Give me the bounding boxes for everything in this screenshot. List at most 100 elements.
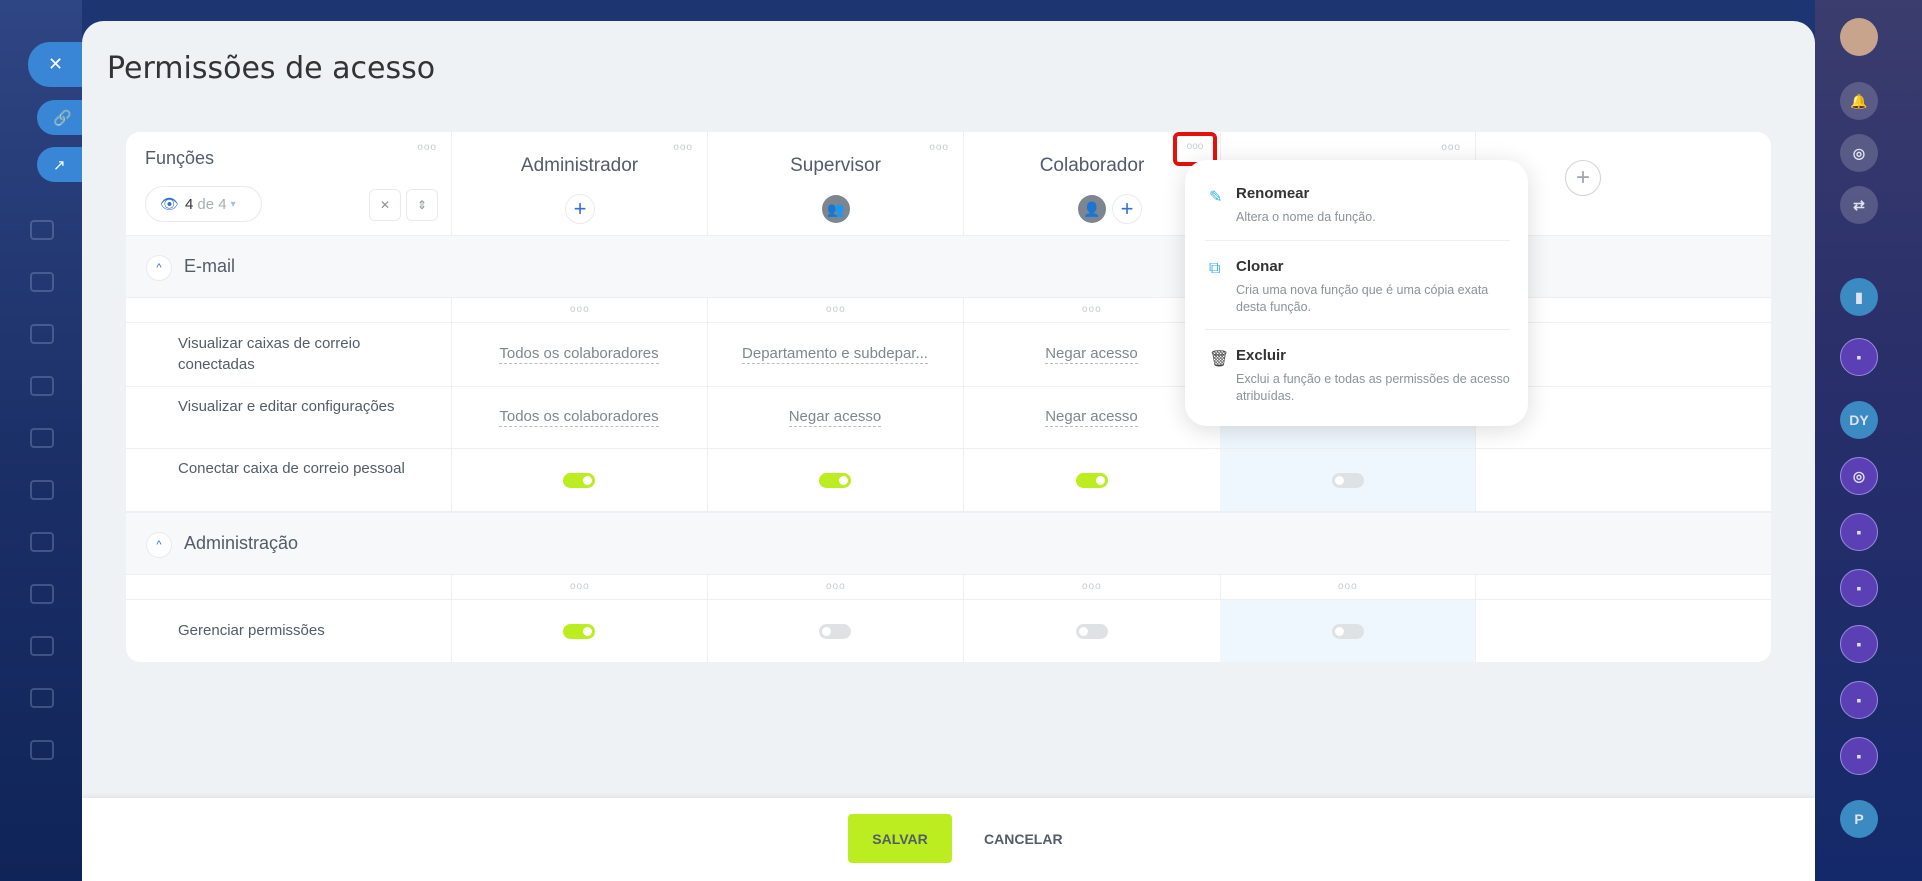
- footer-bar: SALVAR CANCELAR: [82, 798, 1815, 881]
- contact-icon[interactable]: ▪: [1840, 625, 1878, 663]
- role-context-menu: ✎ Renomear Altera o nome da função. ⧉ Cl…: [1185, 160, 1528, 426]
- contact-icon[interactable]: ▪: [1840, 338, 1878, 376]
- role-column-administrador: Administrador ooo +: [451, 132, 707, 662]
- role-column-supervisor: Supervisor ooo 👥: [707, 132, 963, 662]
- menu-item-description: Cria uma nova função que é uma cópia exa…: [1236, 283, 1489, 314]
- chat-icon[interactable]: [30, 220, 54, 240]
- more-icon[interactable]: ooo: [673, 142, 693, 153]
- pencil-icon: ✎: [1209, 189, 1223, 206]
- menu-item-title: Renomear: [1236, 185, 1310, 202]
- more-icon[interactable]: ooo: [1338, 581, 1358, 592]
- page-title: Permissões de acesso: [107, 51, 436, 86]
- visible-count: 4: [185, 195, 194, 213]
- role-column-colaborador: Colaborador 👤 +: [963, 132, 1220, 662]
- permission-value[interactable]: Todos os colaboradores: [499, 345, 659, 364]
- groups-icon[interactable]: [30, 480, 54, 500]
- roles-column: Funções ooo 👁 4 de 4 ▾ ✕ ⇕: [126, 132, 451, 662]
- document-icon[interactable]: [30, 272, 54, 292]
- chevron-up-icon[interactable]: ^: [146, 255, 172, 281]
- permission-label: Conectar caixa de correio pessoal: [178, 460, 405, 477]
- contact-icon[interactable]: ▪: [1840, 737, 1878, 775]
- section-label: E-mail: [184, 256, 236, 276]
- crm-icon[interactable]: [30, 636, 54, 656]
- access-permissions-slider: Permissões de acesso Funções ooo 👁 4 de …: [82, 21, 1815, 881]
- section-label: Administração: [184, 533, 299, 553]
- permission-toggle[interactable]: [563, 472, 595, 488]
- divider: [1205, 240, 1510, 241]
- more-icon[interactable]: ooo: [826, 304, 846, 315]
- meeting-icon[interactable]: [30, 532, 54, 552]
- contact-icon[interactable]: ▪: [1840, 569, 1878, 607]
- copilot-chat-icon[interactable]: ◎: [1840, 457, 1878, 495]
- menu-item-title: Excluir: [1236, 347, 1287, 364]
- permission-toggle[interactable]: [1075, 472, 1108, 488]
- add-member-button[interactable]: +: [565, 194, 595, 224]
- menu-item-description: Exclui a função e todas as permissões de…: [1236, 372, 1510, 403]
- collapse-all-button[interactable]: ✕: [369, 189, 401, 221]
- permission-value[interactable]: Negar acesso: [1045, 408, 1138, 427]
- right-sidebar: [1815, 0, 1922, 881]
- save-button[interactable]: SALVAR: [848, 814, 952, 863]
- group-avatar-icon[interactable]: 👥: [822, 195, 850, 223]
- contact-icon[interactable]: ▪: [1840, 513, 1878, 551]
- column-actions-row: ooo ooo ooo ooo: [126, 575, 1771, 600]
- copilot-icon[interactable]: ◎: [1840, 134, 1878, 172]
- permission-value[interactable]: Negar acesso: [788, 408, 882, 427]
- visible-roles-selector[interactable]: 👁 4 de 4 ▾: [145, 186, 262, 222]
- permission-toggle[interactable]: [563, 623, 595, 639]
- user-avatar-icon[interactable]: 👤: [1078, 195, 1106, 223]
- calendar-icon[interactable]: [30, 376, 54, 396]
- badge-dy[interactable]: DY: [1840, 401, 1878, 439]
- bell-icon[interactable]: 🔔: [1840, 82, 1878, 120]
- divider: [1205, 329, 1510, 330]
- badge-p[interactable]: P: [1840, 800, 1878, 838]
- cancel-button[interactable]: CANCELAR: [972, 814, 1075, 863]
- more-icon[interactable]: ooo: [570, 581, 590, 592]
- permission-label: Gerenciar permissões: [178, 622, 325, 639]
- shop-icon[interactable]: [30, 740, 54, 760]
- permission-label: Visualizar e editar configurações: [178, 398, 395, 415]
- roles-label: Funções: [145, 148, 215, 168]
- role-name[interactable]: Administrador: [520, 155, 639, 176]
- menu-item-description: Altera o nome da função.: [1236, 210, 1376, 224]
- column-actions-row: ooo ooo ooo: [126, 298, 1771, 323]
- more-icon[interactable]: ooo: [1082, 581, 1102, 592]
- copy-icon: ⧉: [1209, 260, 1221, 277]
- bookmark-icon[interactable]: ▮: [1840, 278, 1878, 316]
- trash-icon: 🗑: [1209, 351, 1230, 368]
- table-row: Conectar caixa de correio pessoal: [126, 449, 1771, 512]
- table-row: Gerenciar permissões: [126, 600, 1771, 662]
- permission-value[interactable]: Todos os colaboradores: [499, 408, 659, 427]
- more-icon[interactable]: ooo: [417, 142, 437, 153]
- permission-toggle[interactable]: [819, 472, 851, 488]
- visible-total: de 4: [197, 195, 227, 213]
- more-icon[interactable]: ooo: [1441, 142, 1461, 153]
- tasks-icon[interactable]: [30, 584, 54, 604]
- permission-label: Visualizar caixas de correio conectadas: [178, 335, 361, 373]
- more-icon[interactable]: ooo: [929, 142, 949, 153]
- permission-value[interactable]: Departamento e subdepar...: [742, 345, 928, 364]
- permission-toggle[interactable]: [1075, 623, 1108, 639]
- marketing-icon[interactable]: [30, 688, 54, 708]
- mail-icon[interactable]: [30, 428, 54, 448]
- role-name[interactable]: Supervisor: [790, 155, 881, 176]
- add-member-button[interactable]: +: [1112, 194, 1142, 224]
- expand-all-button[interactable]: ⇕: [406, 189, 438, 221]
- eye-icon: 👁: [160, 196, 180, 213]
- permission-toggle[interactable]: [819, 623, 851, 639]
- user-avatar[interactable]: [1840, 18, 1878, 56]
- permission-toggle[interactable]: [1331, 472, 1364, 488]
- permission-value[interactable]: Negar acesso: [1045, 345, 1138, 364]
- chevron-up-icon[interactable]: ^: [146, 532, 172, 558]
- more-icon[interactable]: ooo: [570, 304, 590, 315]
- menu-item-title: Clonar: [1236, 258, 1284, 275]
- more-icon[interactable]: ooo: [1082, 304, 1102, 315]
- add-role-button[interactable]: +: [1565, 160, 1601, 196]
- drive-icon[interactable]: [30, 324, 54, 344]
- section-administracao: ^ Administração: [126, 512, 1771, 575]
- chat-sync-icon[interactable]: ⇄: [1840, 186, 1878, 224]
- permission-toggle[interactable]: [1331, 623, 1364, 639]
- more-icon[interactable]: ooo: [826, 581, 846, 592]
- contact-icon[interactable]: ▪: [1840, 681, 1878, 719]
- role-name[interactable]: Colaborador: [1039, 155, 1145, 176]
